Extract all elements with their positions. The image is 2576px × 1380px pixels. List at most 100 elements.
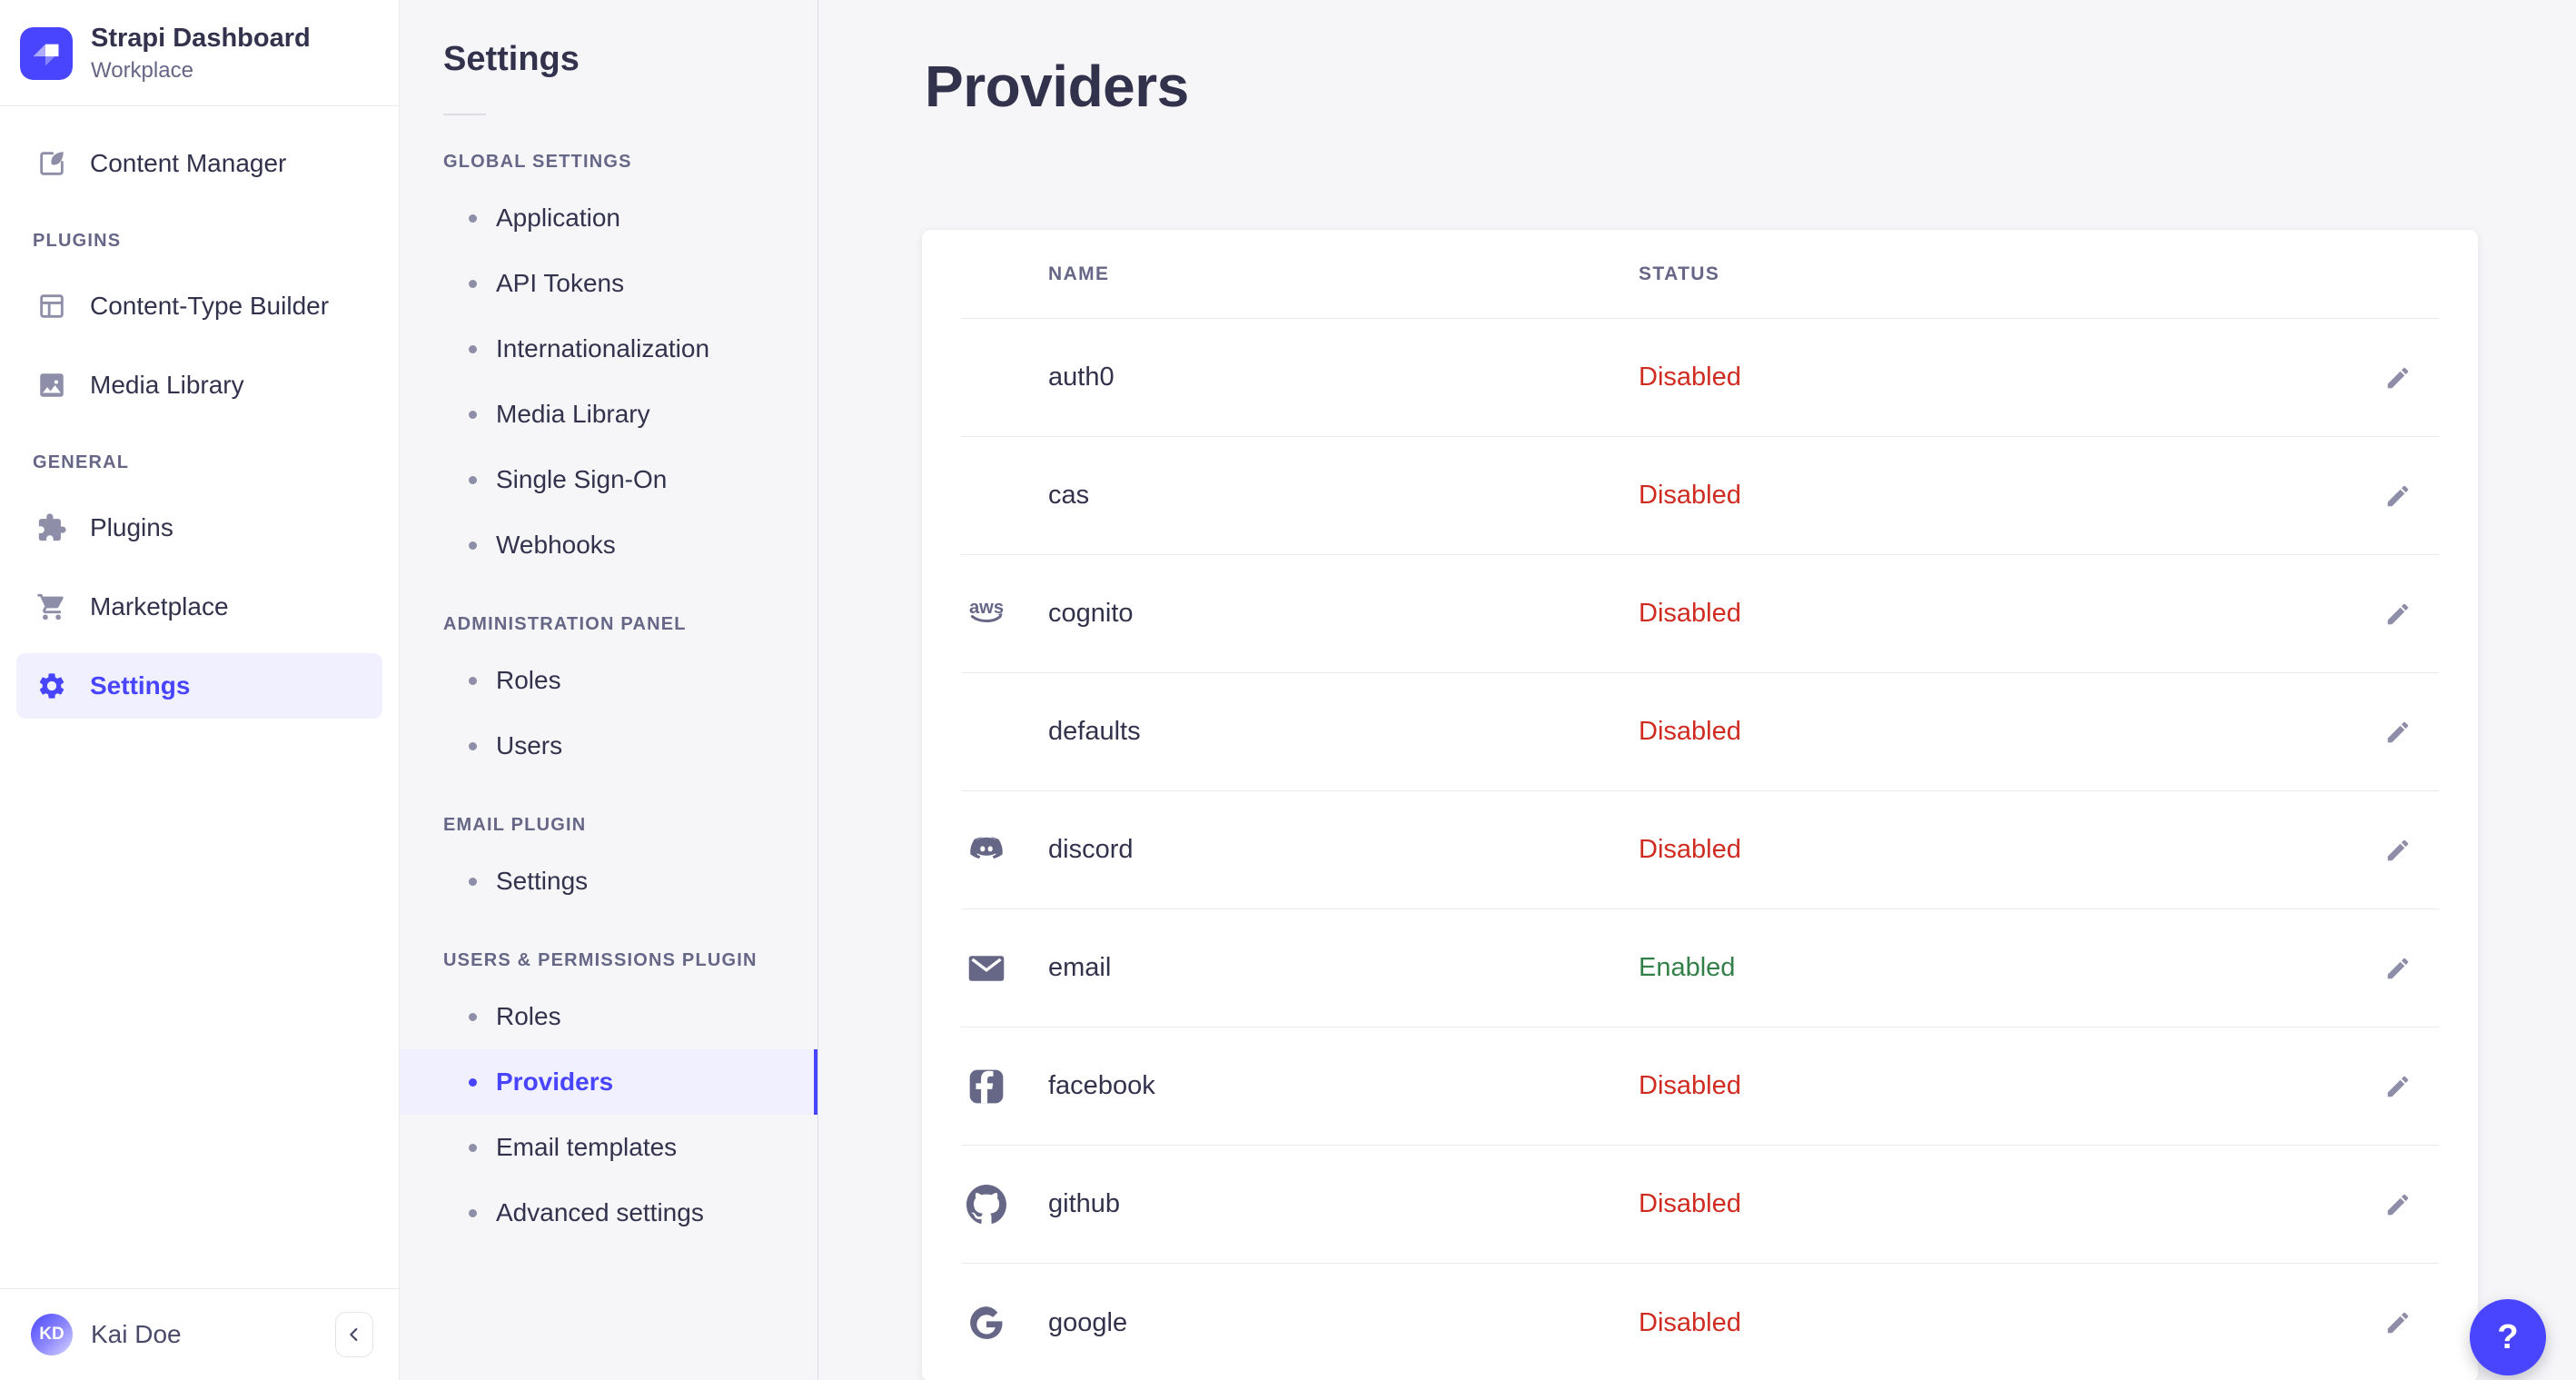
- edit-provider-button[interactable]: [2376, 947, 2420, 990]
- subnav-item-media-library[interactable]: Media Library: [400, 382, 817, 447]
- subnav-item-label: Media Library: [496, 400, 650, 428]
- provider-status: Disabled: [1639, 362, 1741, 392]
- sidebar-item-media-library[interactable]: Media Library: [16, 352, 382, 418]
- sidebar-item-content-type-builder[interactable]: Content-Type Builder: [16, 273, 382, 339]
- content-manager-icon: [36, 148, 67, 179]
- bullet-icon: [469, 279, 477, 288]
- subnav-item-application[interactable]: Application: [400, 185, 817, 251]
- provider-name: github: [1048, 1189, 1121, 1218]
- user-name: Kai Doe: [91, 1320, 182, 1348]
- pencil-icon: [2384, 482, 2412, 510]
- edit-provider-button[interactable]: [2376, 1301, 2420, 1345]
- sidebar-item-settings[interactable]: Settings: [16, 653, 382, 719]
- subnav-item-email-templates[interactable]: Email templates: [400, 1115, 817, 1180]
- table-row-cas: cas Disabled: [961, 437, 2439, 555]
- provider-status: Disabled: [1639, 1071, 1741, 1100]
- providers-table-card: NAME STATUS auth0 Disabled cas Disabled cogn…: [922, 230, 2478, 1380]
- nav-section: PLUGINS Content-Type Builder Media Library: [16, 231, 382, 418]
- settings-icon: [36, 670, 67, 701]
- sidebar-item-label: Content Manager: [90, 149, 287, 177]
- subnav-item-api-tokens[interactable]: API Tokens: [400, 251, 817, 316]
- discord-icon: [966, 830, 1006, 870]
- provider-status: Disabled: [1639, 599, 1741, 628]
- subnav-item-label: API Tokens: [496, 269, 625, 297]
- subnav-item-roles[interactable]: Roles: [400, 648, 817, 713]
- collapse-sidebar-button[interactable]: [335, 1312, 373, 1357]
- provider-name: defaults: [1048, 717, 1141, 746]
- bullet-icon: [469, 213, 477, 223]
- subnav-item-single-sign-on[interactable]: Single Sign-On: [400, 447, 817, 512]
- subnav-item-label: Webhooks: [496, 531, 616, 559]
- facebook-icon: [966, 1067, 1006, 1107]
- subnav-section: GLOBAL SETTINGS Application API Tokens Inte…: [400, 152, 817, 578]
- bullet-icon: [469, 741, 477, 750]
- content-type-builder-icon: [36, 291, 67, 322]
- plugins-icon: [36, 512, 67, 543]
- subnav-divider: [443, 114, 486, 115]
- nav-section-label: PLUGINS: [33, 231, 122, 251]
- sidebar-item-marketplace[interactable]: Marketplace: [16, 574, 382, 640]
- subnav-section: EMAIL PLUGIN Settings: [400, 815, 817, 914]
- page-title: Providers: [925, 54, 1189, 119]
- bullet-icon: [469, 1143, 477, 1152]
- provider-icon-cell: [961, 1303, 1048, 1343]
- sidebar-divider: [0, 105, 399, 106]
- edit-provider-button[interactable]: [2376, 829, 2420, 872]
- provider-icon-cell: [961, 1067, 1048, 1107]
- bullet-icon: [469, 344, 477, 353]
- subnav-title: Settings: [443, 40, 580, 78]
- bullet-icon: [469, 475, 477, 484]
- provider-status: Disabled: [1639, 835, 1741, 864]
- sidebar-item-label: Content-Type Builder: [90, 292, 330, 320]
- main-nav-sections: Content Manager PLUGINS Content-Type Build…: [0, 106, 399, 1288]
- sidebar-item-label: Marketplace: [90, 592, 229, 621]
- subnav-item-webhooks[interactable]: Webhooks: [400, 512, 817, 578]
- nav-section: GENERAL Plugins Marketplace Settings: [16, 452, 382, 719]
- subnav-item-advanced-settings[interactable]: Advanced settings: [400, 1180, 817, 1246]
- edit-provider-button[interactable]: [2376, 592, 2420, 636]
- provider-name: cognito: [1048, 599, 1134, 628]
- subnav-item-settings[interactable]: Settings: [400, 849, 817, 914]
- table-row-discord: discord Disabled: [961, 791, 2439, 909]
- edit-provider-button[interactable]: [2376, 710, 2420, 754]
- github-icon: [966, 1185, 1006, 1225]
- strapi-logo-icon: [20, 27, 73, 80]
- column-header-status: STATUS: [1639, 263, 1720, 284]
- table-row-email: email Enabled: [961, 909, 2439, 1028]
- edit-provider-button[interactable]: [2376, 1183, 2420, 1226]
- sidebar-item-plugins[interactable]: Plugins: [16, 495, 382, 561]
- provider-icon-cell: [961, 830, 1048, 870]
- subnav-item-providers[interactable]: Providers: [400, 1049, 817, 1115]
- workspace-title: Strapi Dashboard: [91, 24, 311, 53]
- subnav-item-internationalization[interactable]: Internationalization: [400, 316, 817, 382]
- bullet-icon: [469, 541, 477, 550]
- nav-section: Content Manager: [16, 131, 382, 196]
- provider-status: Disabled: [1639, 717, 1741, 746]
- provider-name: email: [1048, 953, 1112, 982]
- provider-status: Enabled: [1639, 953, 1736, 982]
- aws-icon: [966, 594, 1006, 634]
- table-row-auth0: auth0 Disabled: [961, 319, 2439, 437]
- sidebar-item-content-manager[interactable]: Content Manager: [16, 131, 382, 196]
- provider-status: Disabled: [1639, 1307, 1741, 1337]
- edit-provider-button[interactable]: [2376, 474, 2420, 518]
- provider-name: cas: [1048, 481, 1090, 510]
- provider-status: Disabled: [1639, 1189, 1741, 1218]
- subnav-item-label: Roles: [496, 666, 561, 694]
- pencil-icon: [2384, 1073, 2412, 1100]
- edit-provider-button[interactable]: [2376, 356, 2420, 400]
- workspace-brand[interactable]: Strapi Dashboard Workplace: [0, 0, 399, 105]
- subnav-item-roles[interactable]: Roles: [400, 984, 817, 1049]
- subnav-item-label: Providers: [496, 1067, 614, 1096]
- help-button[interactable]: ?: [2470, 1299, 2546, 1375]
- subnav-section-label: ADMINISTRATION PANEL: [443, 614, 687, 634]
- avatar[interactable]: KD: [31, 1314, 73, 1355]
- sidebar-item-label: Media Library: [90, 371, 244, 399]
- provider-icon-cell: [961, 1185, 1048, 1225]
- subnav-item-users[interactable]: Users: [400, 713, 817, 779]
- settings-subnav: Settings GLOBAL SETTINGS Application API T…: [400, 0, 818, 1380]
- bullet-icon: [469, 1208, 477, 1217]
- edit-provider-button[interactable]: [2376, 1065, 2420, 1108]
- table-header-row: NAME STATUS: [961, 230, 2439, 319]
